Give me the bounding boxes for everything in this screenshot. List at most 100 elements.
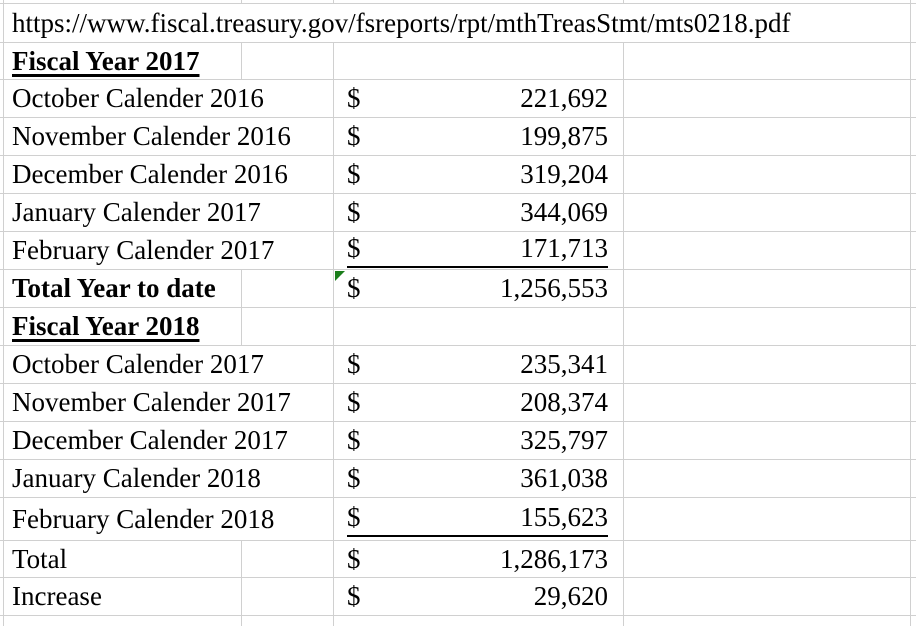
amount: 171,713: [520, 233, 608, 263]
empty-cell[interactable]: [624, 194, 911, 231]
row-label-cell[interactable]: December Calender 2016: [4, 156, 334, 193]
currency-symbol: $: [347, 197, 361, 227]
currency-symbol: $: [347, 233, 361, 263]
empty-cell[interactable]: [624, 156, 911, 193]
empty-cell[interactable]: [4, 0, 242, 3]
url-cell[interactable]: https://www.fiscal.treasury.gov/fsreport…: [4, 4, 911, 42]
currency-symbol: $: [347, 501, 361, 532]
empty-cell[interactable]: [242, 541, 334, 577]
total-amount-cell[interactable]: $1,286,173: [334, 541, 624, 577]
amount-cell[interactable]: $319,204: [334, 156, 624, 193]
amount: 361,038: [520, 463, 608, 493]
empty-cell[interactable]: [334, 616, 624, 626]
empty-cell[interactable]: [334, 308, 624, 345]
total-label: Total: [12, 543, 68, 574]
total-label-cell[interactable]: Total Year to date: [4, 270, 242, 307]
row-label-cell[interactable]: October Calender 2017: [4, 346, 334, 383]
row-label: February Calender 2017: [12, 235, 275, 265]
amount-cell[interactable]: $208,374: [334, 384, 624, 421]
amount: 221,692: [520, 83, 608, 113]
section-title-cell[interactable]: Fiscal Year 2017: [4, 43, 242, 79]
row-label-cell[interactable]: January Calender 2018: [4, 460, 334, 497]
table-row: January Calender 2018 $361,038: [0, 460, 916, 498]
currency-symbol: $: [347, 121, 361, 151]
amount: 208,374: [520, 387, 608, 417]
empty-cell[interactable]: [624, 346, 911, 383]
row-label: January Calender 2018: [12, 463, 261, 493]
increase-label-cell[interactable]: Increase: [4, 578, 242, 615]
amount: 1,286,173: [500, 543, 608, 574]
row-label: November Calender 2017: [12, 387, 291, 417]
table-row: February Calender 2017 $171,713: [0, 232, 916, 270]
empty-cell[interactable]: [624, 80, 911, 117]
empty-cell[interactable]: [624, 43, 911, 79]
table-row: October Calender 2017 $235,341: [0, 346, 916, 384]
row-label-cell[interactable]: February Calender 2017: [4, 232, 334, 269]
amount-cell[interactable]: $325,797: [334, 422, 624, 459]
amount: 344,069: [520, 197, 608, 227]
row-label: November Calender 2016: [12, 121, 291, 151]
error-flag-icon: [335, 271, 345, 281]
empty-cell[interactable]: [242, 578, 334, 615]
amount-cell-underlined[interactable]: $171,713: [334, 232, 624, 269]
total-amount-cell[interactable]: $1,256,553: [334, 270, 624, 307]
amount: 319,204: [520, 159, 608, 189]
table-row: November Calender 2016 $199,875: [0, 118, 916, 156]
currency-symbol: $: [347, 273, 361, 303]
empty-cell[interactable]: [624, 616, 911, 626]
increase-label: Increase: [12, 581, 102, 611]
amount-cell[interactable]: $199,875: [334, 118, 624, 155]
currency-symbol: $: [347, 543, 361, 574]
empty-cell[interactable]: [4, 616, 242, 626]
amount: 325,797: [520, 425, 608, 455]
empty-cell[interactable]: [624, 578, 911, 615]
source-url: https://www.fiscal.treasury.gov/fsreport…: [12, 7, 791, 38]
empty-cell[interactable]: [242, 43, 334, 79]
row-label: January Calender 2017: [12, 197, 261, 227]
increase-amount-cell[interactable]: $29,620: [334, 578, 624, 615]
row-label: December Calender 2016: [12, 159, 288, 189]
row-label-cell[interactable]: December Calender 2017: [4, 422, 334, 459]
empty-cell[interactable]: [624, 541, 911, 577]
empty-cell[interactable]: [334, 0, 624, 3]
section-title-cell[interactable]: Fiscal Year 2018: [4, 308, 242, 345]
row-label: December Calender 2017: [12, 425, 288, 455]
empty-cell[interactable]: [624, 118, 911, 155]
empty-cell[interactable]: [624, 270, 911, 307]
row-label-cell[interactable]: November Calender 2016: [4, 118, 334, 155]
row-label: February Calender 2018: [12, 503, 275, 534]
empty-cell[interactable]: [624, 498, 911, 540]
empty-cell[interactable]: [624, 0, 911, 3]
empty-cell[interactable]: [242, 308, 334, 345]
amount: 1,256,553: [500, 273, 608, 303]
empty-cell[interactable]: [624, 232, 911, 269]
row-label-cell[interactable]: October Calender 2016: [4, 80, 334, 117]
empty-cell[interactable]: [624, 384, 911, 421]
amount-cell[interactable]: $221,692: [334, 80, 624, 117]
table-row-partial-top: [0, 0, 916, 4]
row-label-cell[interactable]: January Calender 2017: [4, 194, 334, 231]
amount-cell[interactable]: $235,341: [334, 346, 624, 383]
row-label-cell[interactable]: November Calender 2017: [4, 384, 334, 421]
table-row-section-fy2018: Fiscal Year 2018: [0, 308, 916, 346]
table-row-total-ytd: Total Year to date $1,256,553: [0, 270, 916, 308]
empty-cell[interactable]: [624, 422, 911, 459]
empty-cell[interactable]: [624, 308, 911, 345]
grid-left-line: [3, 0, 4, 626]
amount-cell[interactable]: $361,038: [334, 460, 624, 497]
amount-cell[interactable]: $344,069: [334, 194, 624, 231]
amount-cell-underlined[interactable]: $155,623: [334, 498, 624, 540]
amount: 155,623: [520, 501, 608, 532]
empty-cell[interactable]: [624, 460, 911, 497]
currency-symbol: $: [347, 425, 361, 455]
empty-cell[interactable]: [242, 0, 334, 3]
row-label-cell[interactable]: February Calender 2018: [4, 498, 334, 540]
empty-cell[interactable]: [334, 43, 624, 79]
table-row: January Calender 2017 $344,069: [0, 194, 916, 232]
empty-cell[interactable]: [242, 616, 334, 626]
total-label-cell[interactable]: Total: [4, 541, 242, 577]
amount: 235,341: [520, 349, 608, 379]
empty-cell[interactable]: [242, 270, 334, 307]
table-row-increase: Increase $29,620: [0, 578, 916, 616]
